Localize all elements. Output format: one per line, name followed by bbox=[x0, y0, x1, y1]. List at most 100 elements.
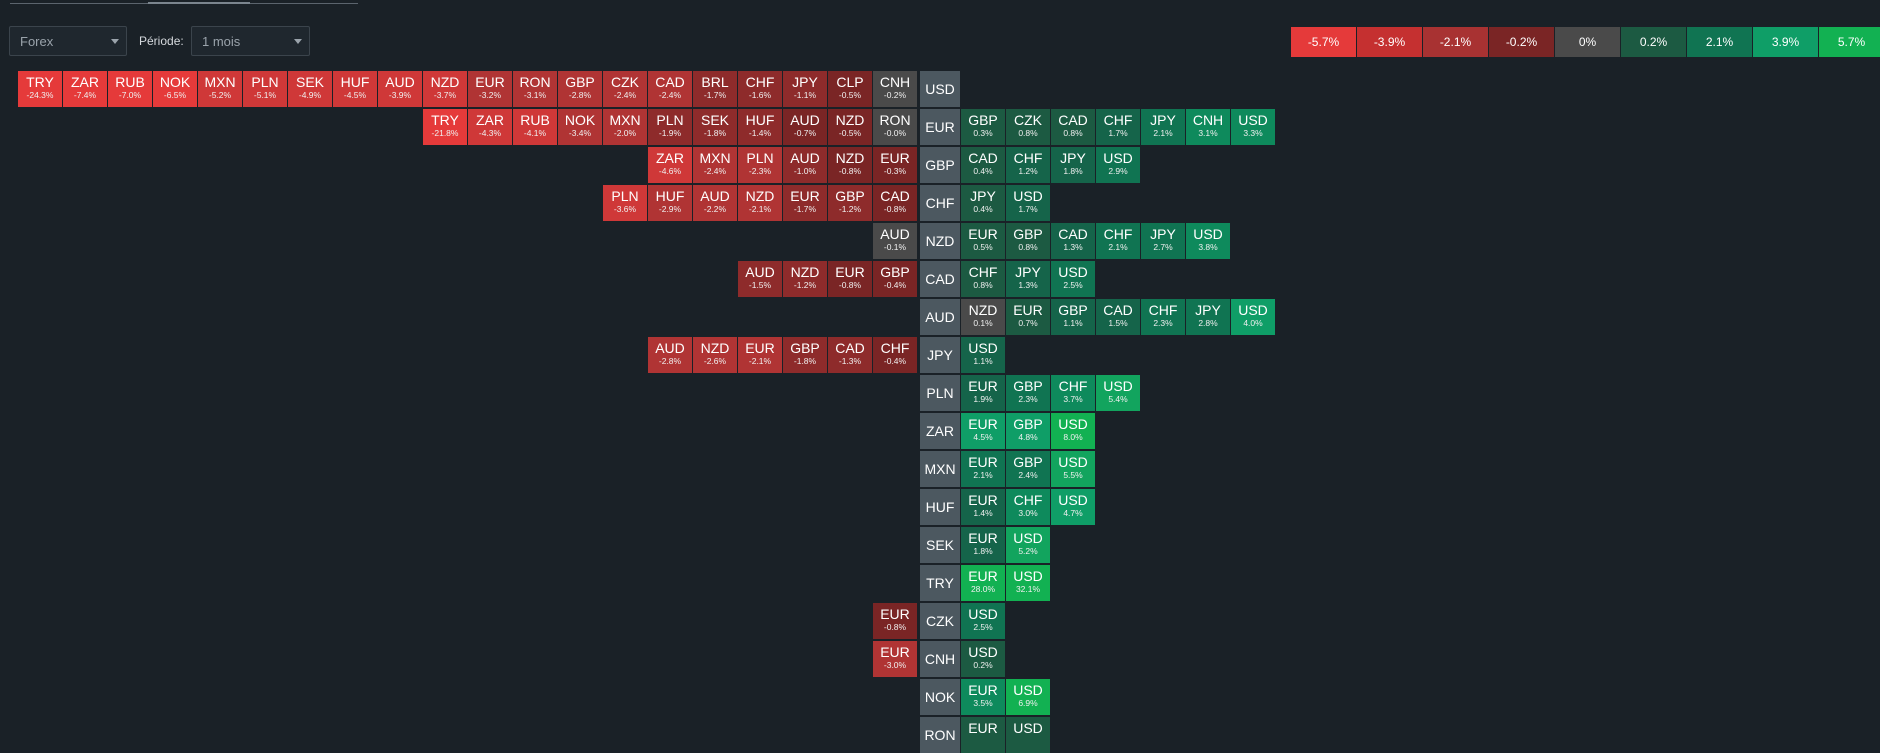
pair-cell[interactable]: GBP 2.4% bbox=[1006, 451, 1050, 487]
pair-cell[interactable]: USD 8.0% bbox=[1051, 413, 1095, 449]
base-currency-jpy[interactable]: JPY bbox=[920, 337, 960, 373]
base-currency-chf[interactable]: CHF bbox=[920, 185, 960, 221]
pair-cell[interactable]: EUR 1.8% bbox=[961, 527, 1005, 563]
pair-cell[interactable]: ZAR -4.3% bbox=[468, 109, 512, 145]
pair-cell[interactable]: CLP -0.5% bbox=[828, 71, 872, 107]
pair-cell[interactable]: CAD 0.8% bbox=[1051, 109, 1095, 145]
base-currency-cnh[interactable]: CNH bbox=[920, 641, 960, 677]
pair-cell[interactable]: MXN -2.0% bbox=[603, 109, 647, 145]
pair-cell[interactable]: USD 0.2% bbox=[961, 641, 1005, 677]
pair-cell[interactable]: CHF 1.2% bbox=[1006, 147, 1050, 183]
pair-cell[interactable]: USD 5.4% bbox=[1096, 375, 1140, 411]
pair-cell[interactable]: PLN -2.3% bbox=[738, 147, 782, 183]
base-currency-gbp[interactable]: GBP bbox=[920, 147, 960, 183]
pair-cell[interactable]: EUR -3.0% bbox=[873, 641, 917, 677]
pair-cell[interactable]: GBP -1.2% bbox=[828, 185, 872, 221]
pair-cell[interactable]: HUF -4.5% bbox=[333, 71, 377, 107]
market-select[interactable]: Forex bbox=[9, 26, 127, 56]
pair-cell[interactable]: RON -0.0% bbox=[873, 109, 917, 145]
pair-cell[interactable]: ZAR -4.6% bbox=[648, 147, 692, 183]
pair-cell[interactable]: EUR -0.3% bbox=[873, 147, 917, 183]
pair-cell[interactable]: RON -3.1% bbox=[513, 71, 557, 107]
pair-cell[interactable]: NZD -0.8% bbox=[828, 147, 872, 183]
pair-cell[interactable]: TRY -24.3% bbox=[18, 71, 62, 107]
base-currency-mxn[interactable]: MXN bbox=[920, 451, 960, 487]
pair-cell[interactable]: HUF -2.9% bbox=[648, 185, 692, 221]
pair-cell[interactable]: CHF 3.7% bbox=[1051, 375, 1095, 411]
base-currency-usd[interactable]: USD bbox=[920, 71, 960, 107]
pair-cell[interactable]: GBP 1.1% bbox=[1051, 299, 1095, 335]
pair-cell[interactable]: CHF 1.7% bbox=[1096, 109, 1140, 145]
base-currency-pln[interactable]: PLN bbox=[920, 375, 960, 411]
pair-cell[interactable]: PLN -5.1% bbox=[243, 71, 287, 107]
pair-cell[interactable]: USD bbox=[1006, 717, 1050, 753]
pair-cell[interactable]: SEK -4.9% bbox=[288, 71, 332, 107]
pair-cell[interactable]: CZK -2.4% bbox=[603, 71, 647, 107]
pair-cell[interactable]: JPY 0.4% bbox=[961, 185, 1005, 221]
pair-cell[interactable]: NZD -2.1% bbox=[738, 185, 782, 221]
pair-cell[interactable]: USD 6.9% bbox=[1006, 679, 1050, 715]
pair-cell[interactable]: CAD 0.4% bbox=[961, 147, 1005, 183]
pair-cell[interactable]: AUD -2.8% bbox=[648, 337, 692, 373]
pair-cell[interactable]: EUR 4.5% bbox=[961, 413, 1005, 449]
pair-cell[interactable]: CHF 0.8% bbox=[961, 261, 1005, 297]
pair-cell[interactable]: EUR 3.5% bbox=[961, 679, 1005, 715]
pair-cell[interactable]: CNH -0.2% bbox=[873, 71, 917, 107]
base-currency-try[interactable]: TRY bbox=[920, 565, 960, 601]
pair-cell[interactable]: AUD -3.9% bbox=[378, 71, 422, 107]
pair-cell[interactable]: TRY -21.8% bbox=[423, 109, 467, 145]
base-currency-czk[interactable]: CZK bbox=[920, 603, 960, 639]
pair-cell[interactable]: CAD 1.3% bbox=[1051, 223, 1095, 259]
pair-cell[interactable]: EUR 0.5% bbox=[961, 223, 1005, 259]
pair-cell[interactable]: EUR bbox=[961, 717, 1005, 753]
pair-cell[interactable]: JPY -1.1% bbox=[783, 71, 827, 107]
pair-cell[interactable]: NOK -3.4% bbox=[558, 109, 602, 145]
pair-cell[interactable]: MXN -5.2% bbox=[198, 71, 242, 107]
pair-cell[interactable]: AUD -0.1% bbox=[873, 223, 917, 259]
pair-cell[interactable]: JPY 2.1% bbox=[1141, 109, 1185, 145]
pair-cell[interactable]: CHF -0.4% bbox=[873, 337, 917, 373]
pair-cell[interactable]: CHF 2.3% bbox=[1141, 299, 1185, 335]
pair-cell[interactable]: PLN -3.6% bbox=[603, 185, 647, 221]
pair-cell[interactable]: BRL -1.7% bbox=[693, 71, 737, 107]
pair-cell[interactable]: AUD -0.7% bbox=[783, 109, 827, 145]
pair-cell[interactable]: EUR -0.8% bbox=[873, 603, 917, 639]
pair-cell[interactable]: EUR -1.7% bbox=[783, 185, 827, 221]
pair-cell[interactable]: EUR 2.1% bbox=[961, 451, 1005, 487]
pair-cell[interactable]: JPY 1.8% bbox=[1051, 147, 1095, 183]
base-currency-nok[interactable]: NOK bbox=[920, 679, 960, 715]
pair-cell[interactable]: ZAR -7.4% bbox=[63, 71, 107, 107]
pair-cell[interactable]: GBP 0.8% bbox=[1006, 223, 1050, 259]
pair-cell[interactable]: USD 32.1% bbox=[1006, 565, 1050, 601]
pair-cell[interactable]: EUR -3.2% bbox=[468, 71, 512, 107]
pair-cell[interactable]: CAD -0.8% bbox=[873, 185, 917, 221]
period-select[interactable]: 1 mois bbox=[191, 26, 310, 56]
pair-cell[interactable]: MXN -2.4% bbox=[693, 147, 737, 183]
pair-cell[interactable]: AUD -1.0% bbox=[783, 147, 827, 183]
pair-cell[interactable]: NZD -1.2% bbox=[783, 261, 827, 297]
pair-cell[interactable]: CAD -1.3% bbox=[828, 337, 872, 373]
pair-cell[interactable]: GBP -1.8% bbox=[783, 337, 827, 373]
pair-cell[interactable]: USD 4.0% bbox=[1231, 299, 1275, 335]
pair-cell[interactable]: NZD 0.1% bbox=[961, 299, 1005, 335]
pair-cell[interactable]: USD 2.5% bbox=[961, 603, 1005, 639]
pair-cell[interactable]: JPY 1.3% bbox=[1006, 261, 1050, 297]
pair-cell[interactable]: USD 1.7% bbox=[1006, 185, 1050, 221]
pair-cell[interactable]: NOK -6.5% bbox=[153, 71, 197, 107]
pair-cell[interactable]: PLN -1.9% bbox=[648, 109, 692, 145]
base-currency-ron[interactable]: RON bbox=[920, 717, 960, 753]
pair-cell[interactable]: GBP 2.3% bbox=[1006, 375, 1050, 411]
pair-cell[interactable]: CAD -2.4% bbox=[648, 71, 692, 107]
pair-cell[interactable]: CZK 0.8% bbox=[1006, 109, 1050, 145]
base-currency-sek[interactable]: SEK bbox=[920, 527, 960, 563]
pair-cell[interactable]: USD 5.2% bbox=[1006, 527, 1050, 563]
pair-cell[interactable]: CHF 3.0% bbox=[1006, 489, 1050, 525]
pair-cell[interactable]: USD 1.1% bbox=[961, 337, 1005, 373]
pair-cell[interactable]: CAD 1.5% bbox=[1096, 299, 1140, 335]
pair-cell[interactable]: EUR 1.9% bbox=[961, 375, 1005, 411]
pair-cell[interactable]: USD 3.8% bbox=[1186, 223, 1230, 259]
pair-cell[interactable]: RUB -4.1% bbox=[513, 109, 557, 145]
pair-cell[interactable]: JPY 2.7% bbox=[1141, 223, 1185, 259]
pair-cell[interactable]: USD 5.5% bbox=[1051, 451, 1095, 487]
pair-cell[interactable]: USD 2.5% bbox=[1051, 261, 1095, 297]
